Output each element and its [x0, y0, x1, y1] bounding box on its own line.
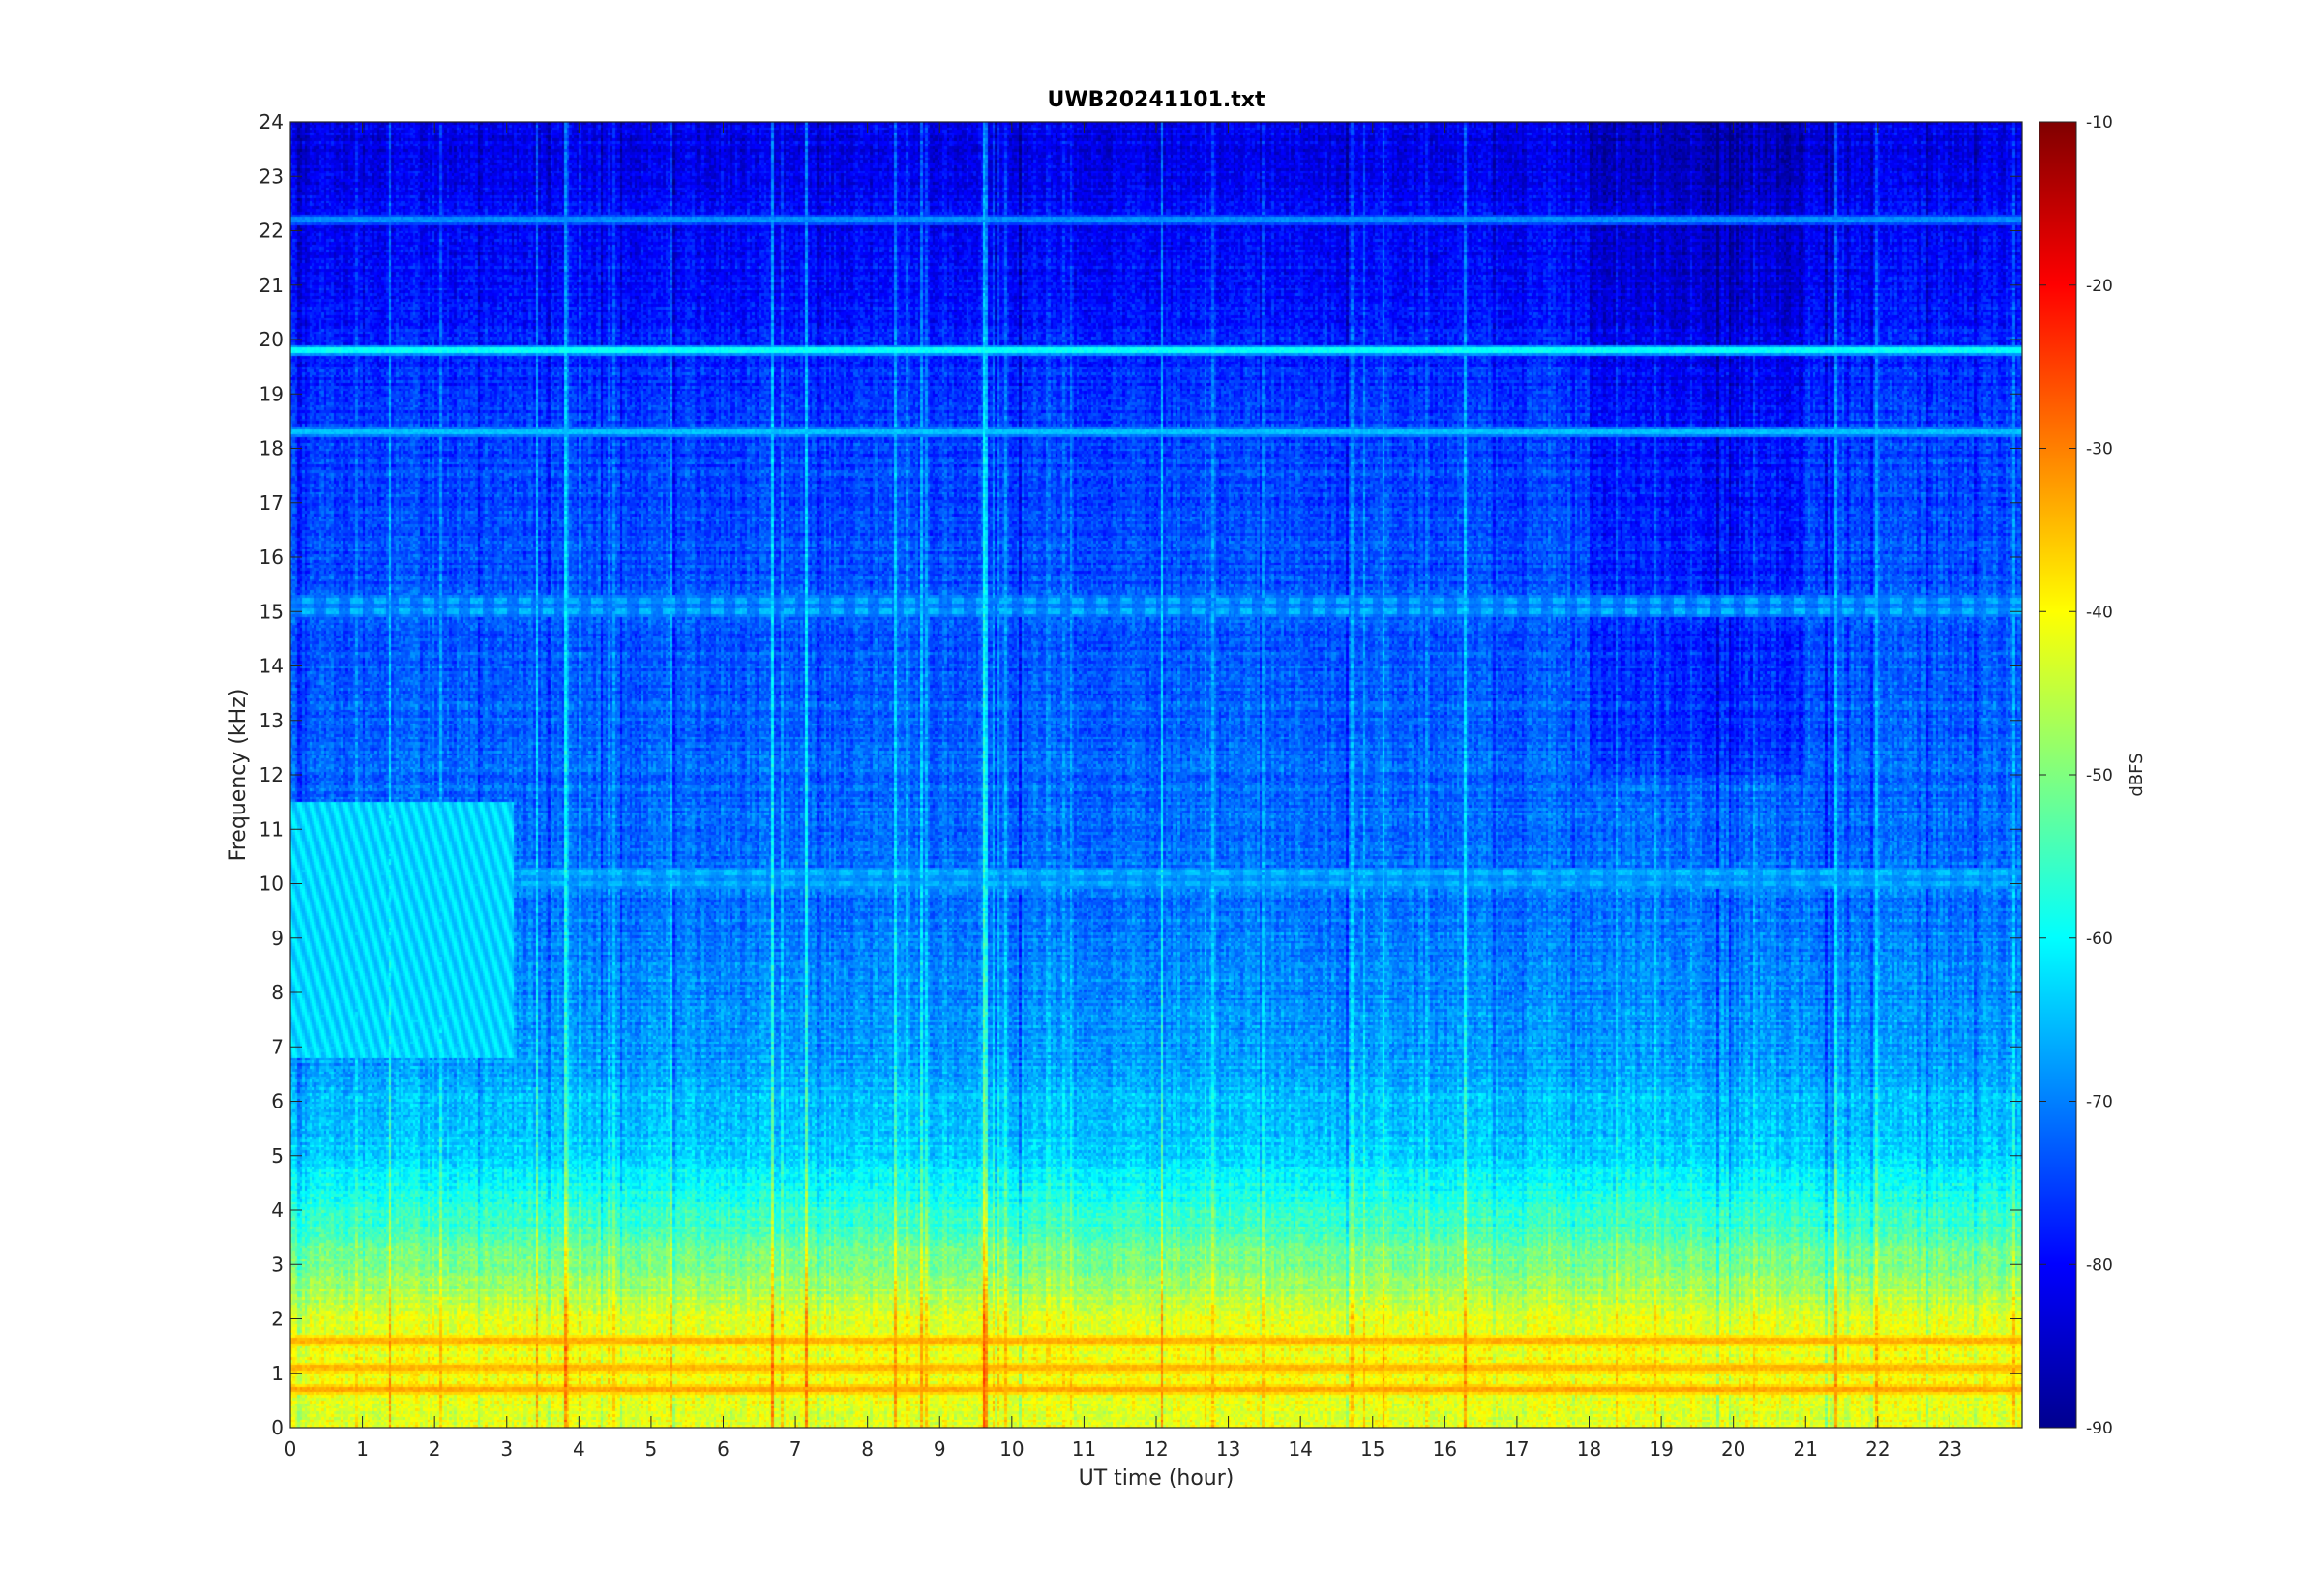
colorbar-tick-label: -90: [2086, 1419, 2113, 1438]
x-tick-label: 9: [934, 1437, 946, 1461]
x-tick-label: 5: [645, 1437, 658, 1461]
y-tick-label: 10: [259, 872, 283, 896]
x-tick-label: 21: [1794, 1437, 1818, 1461]
y-tick-label: 8: [271, 981, 283, 1004]
colorbar-tick-label: -70: [2086, 1093, 2113, 1112]
y-tick-label: 14: [259, 655, 283, 678]
colorbar-tick-label: -80: [2086, 1256, 2113, 1275]
x-tick-label: 6: [717, 1437, 729, 1461]
colorbar-tick-label: -40: [2086, 603, 2113, 622]
x-tick-label: 0: [284, 1437, 297, 1461]
x-tick-label: 13: [1216, 1437, 1240, 1461]
y-tick-label: 1: [271, 1362, 283, 1385]
x-axis-label: UT time (hour): [1079, 1466, 1235, 1491]
colorbar-tick-label: -50: [2086, 766, 2113, 785]
y-tick-label: 5: [271, 1144, 283, 1167]
x-axis-ticks: 0 1 2 3 4 5 6 7 8 9 10 11 12 13 14 15 16 17 18 19 20 21 22 23: [284, 122, 1962, 1461]
y-tick-label: 24: [259, 110, 283, 133]
y-tick-label: 15: [259, 600, 283, 623]
y-tick-label: 9: [271, 927, 283, 950]
y-tick-label: 13: [259, 709, 283, 732]
y-tick-label: 21: [259, 274, 283, 297]
y-tick-label: 2: [271, 1308, 283, 1331]
y-tick-label: 6: [271, 1090, 283, 1113]
x-tick-label: 7: [789, 1437, 802, 1461]
x-tick-label: 11: [1072, 1437, 1096, 1461]
x-tick-label: 14: [1288, 1437, 1312, 1461]
y-tick-label: 22: [259, 220, 283, 243]
y-tick-label: 18: [259, 437, 283, 460]
x-tick-label: 17: [1504, 1437, 1529, 1461]
x-tick-label: 10: [999, 1437, 1024, 1461]
y-tick-label: 11: [259, 817, 283, 841]
y-tick-label: 0: [271, 1416, 283, 1439]
colorbar-label: dBFS: [2127, 753, 2147, 796]
x-tick-label: 15: [1360, 1437, 1384, 1461]
x-tick-label: 2: [429, 1437, 441, 1461]
y-tick-label: 7: [271, 1035, 283, 1058]
y-tick-label: 19: [259, 382, 283, 405]
y-axis-label: Frequency (kHz): [226, 689, 251, 862]
y-tick-label: 23: [259, 164, 283, 188]
x-tick-label: 16: [1433, 1437, 1457, 1461]
y-tick-label: 3: [271, 1253, 283, 1276]
y-tick-label: 17: [259, 491, 283, 515]
x-tick-label: 4: [573, 1437, 585, 1461]
x-tick-label: 19: [1649, 1437, 1673, 1461]
x-tick-label: 1: [356, 1437, 369, 1461]
x-tick-label: 23: [1938, 1437, 1962, 1461]
x-tick-label: 22: [1865, 1437, 1890, 1461]
colorbar-ticks: -10 -20 -30 -40 -50 -60 -70 -80 -90: [2039, 113, 2113, 1438]
x-tick-label: 20: [1721, 1437, 1745, 1461]
y-tick-label: 12: [259, 763, 283, 786]
x-tick-label: 3: [500, 1437, 513, 1461]
colorbar-tick-label: -20: [2086, 277, 2113, 296]
spectrogram-heatmap: [290, 122, 2022, 1428]
y-tick-label: 16: [259, 546, 283, 569]
y-tick-label: 4: [271, 1198, 283, 1222]
x-tick-label: 18: [1577, 1437, 1601, 1461]
colorbar-tick-label: -60: [2086, 930, 2113, 949]
colorbar-tick-label: -30: [2086, 440, 2113, 459]
x-tick-label: 8: [861, 1437, 874, 1461]
chart-title: UWB20241101.txt: [1048, 88, 1265, 112]
colorbar-tick-label: -10: [2086, 113, 2113, 133]
x-tick-label: 12: [1144, 1437, 1168, 1461]
y-tick-label: 20: [259, 328, 283, 351]
